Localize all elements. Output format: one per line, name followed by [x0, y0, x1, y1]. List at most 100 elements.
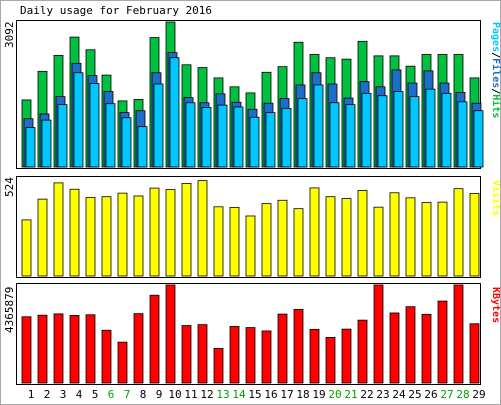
x-tick-label-13: 13	[216, 388, 229, 401]
x-tick-label-19: 19	[312, 388, 325, 401]
x-tick-label-24: 24	[392, 388, 406, 401]
x-tick-label-8: 8	[140, 388, 147, 401]
x-tick-label-21: 21	[344, 388, 357, 401]
bar-pages-day-10	[169, 57, 180, 168]
bar-visits-day-24	[389, 192, 400, 277]
bar-visits-day-12	[197, 180, 208, 277]
bar-pages-day-1	[25, 127, 36, 168]
x-tick-label-23: 23	[376, 388, 389, 401]
side-label-kbytes: KBytes	[490, 287, 501, 323]
x-tick-label-18: 18	[296, 388, 309, 401]
bar-kbytes-day-4	[69, 315, 80, 384]
side-label-pages: Pages	[490, 22, 501, 52]
bar-visits-day-5	[85, 197, 96, 277]
x-tick-label-9: 9	[156, 388, 163, 401]
x-tick-label-6: 6	[108, 388, 115, 401]
bar-pages-day-5	[89, 83, 100, 168]
bar-kbytes-day-19	[309, 328, 320, 384]
bar-pages-day-19	[313, 84, 324, 168]
bar-kbytes-day-5	[85, 314, 96, 384]
x-tick-label-4: 4	[76, 388, 83, 401]
bar-kbytes-day-14	[229, 326, 240, 384]
bar-visits-day-4	[69, 188, 80, 277]
bar-kbytes-day-29	[469, 323, 480, 384]
bar-pages-day-16	[265, 112, 276, 168]
bar-pages-day-17	[281, 107, 292, 168]
side-label-files: Files	[490, 58, 501, 88]
bar-pages-day-3	[57, 104, 68, 168]
chart-title: Daily usage for February 2016	[20, 4, 212, 17]
x-tick-label-1: 1	[28, 388, 35, 401]
bar-kbytes-day-22	[357, 319, 368, 384]
bar-visits-day-17	[277, 199, 288, 277]
side-label-visits: Visits	[490, 180, 501, 216]
bar-visits-day-6	[101, 196, 112, 277]
bar-visits-day-28	[453, 188, 464, 277]
bar-kbytes-day-18	[293, 308, 304, 384]
bar-kbytes-day-7	[117, 341, 128, 384]
x-tick-label-16: 16	[264, 388, 277, 401]
x-tick-label-28: 28	[456, 388, 469, 401]
panel-hits-side-label: Pages/Files/Hits	[490, 22, 501, 118]
bars-layer	[21, 21, 484, 384]
x-tick-label-17: 17	[280, 388, 293, 401]
x-tick-label-14: 14	[232, 388, 246, 401]
bar-visits-day-16	[261, 203, 272, 277]
x-tick-label-15: 15	[248, 388, 261, 401]
side-label-hits: Hits	[490, 94, 501, 118]
bar-pages-day-15	[249, 116, 260, 168]
bar-visits-day-26	[421, 202, 432, 277]
bar-kbytes-day-9	[149, 294, 160, 384]
x-tick-label-22: 22	[360, 388, 373, 401]
bar-kbytes-day-11	[181, 325, 192, 384]
bar-kbytes-day-17	[277, 313, 288, 384]
bar-pages-day-4	[73, 72, 84, 168]
bar-visits-day-22	[357, 190, 368, 277]
bar-visits-day-23	[373, 206, 384, 277]
bar-pages-day-21	[345, 104, 356, 168]
bar-kbytes-day-26	[421, 313, 432, 384]
bar-kbytes-day-13	[213, 348, 224, 384]
bar-visits-day-1	[21, 219, 32, 277]
bar-kbytes-day-1	[21, 316, 32, 384]
bar-visits-day-9	[149, 187, 160, 277]
bar-kbytes-day-28	[453, 284, 464, 384]
bar-pages-day-6	[105, 103, 116, 168]
x-tick-label-12: 12	[200, 388, 213, 401]
bar-pages-day-2	[41, 119, 52, 168]
bar-pages-day-11	[185, 102, 196, 168]
bar-visits-day-19	[309, 187, 320, 277]
bar-visits-day-27	[437, 201, 448, 277]
bar-pages-day-20	[329, 102, 340, 168]
panel-hits-ymax-label: 3092	[3, 22, 16, 49]
bar-visits-day-14	[229, 206, 240, 277]
bar-pages-day-27	[441, 92, 452, 168]
bar-kbytes-day-21	[341, 328, 352, 384]
bar-kbytes-day-25	[405, 306, 416, 384]
x-tick-label-29: 29	[472, 388, 485, 401]
bar-pages-day-7	[121, 117, 132, 168]
bar-visits-day-10	[165, 189, 176, 277]
bar-kbytes-day-23	[373, 284, 384, 384]
bar-visits-day-3	[53, 182, 64, 277]
bar-pages-day-23	[377, 95, 388, 168]
bar-kbytes-day-12	[197, 324, 208, 384]
bar-visits-day-11	[181, 183, 192, 277]
bar-kbytes-day-20	[325, 337, 336, 384]
x-tick-label-26: 26	[424, 388, 437, 401]
bar-visits-day-18	[293, 208, 304, 277]
x-tick-label-27: 27	[440, 388, 453, 401]
bar-visits-day-21	[341, 198, 352, 277]
bar-visits-day-13	[213, 206, 224, 277]
bar-pages-day-12	[201, 107, 212, 168]
x-tick-label-5: 5	[92, 388, 99, 401]
bar-visits-day-25	[405, 197, 416, 277]
panel-visits-ymax-label: 524	[3, 177, 16, 197]
x-tick-label-3: 3	[60, 388, 67, 401]
bar-pages-day-22	[361, 92, 372, 168]
x-tick-labels: 1 2 3 4 5 6 7 8 9 10 11 12 13 14 15 16 17 18 19 20 21 22 23 24 2…	[28, 388, 486, 401]
x-tick-label-2: 2	[44, 388, 51, 401]
x-tick-label-10: 10	[168, 388, 181, 401]
bar-pages-day-28	[457, 101, 468, 168]
